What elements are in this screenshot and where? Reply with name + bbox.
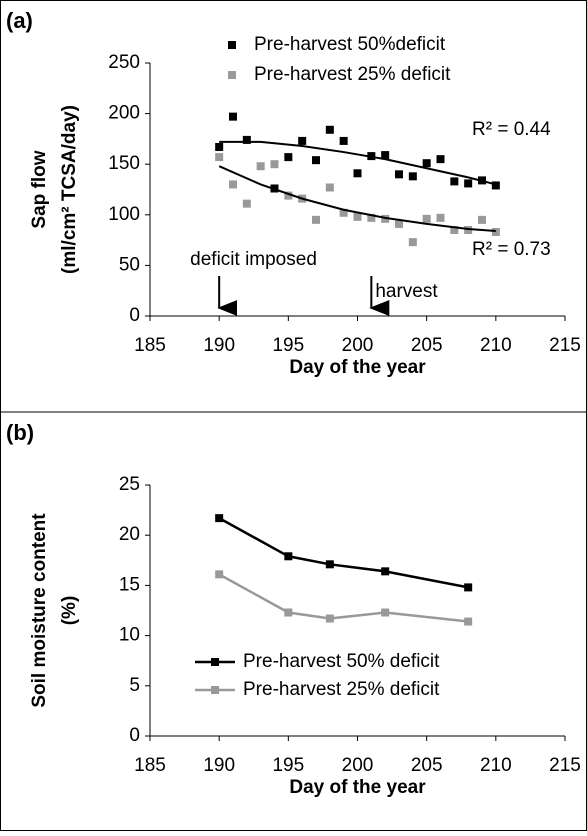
data-point: [353, 212, 362, 221]
trendline: [219, 140, 497, 186]
x-tick-label: 215: [549, 755, 581, 776]
y-tick-label: 0: [129, 725, 140, 746]
y-axis-title: Sap flow: [29, 150, 50, 228]
data-point: [284, 608, 293, 617]
data-point: [381, 214, 390, 223]
data-point: [215, 142, 224, 151]
data-point: [464, 179, 473, 188]
x-tick-label: 210: [480, 335, 512, 356]
x-tick-label: 190: [203, 335, 235, 356]
panel-label: (a): [6, 8, 33, 33]
data-point: [215, 514, 224, 523]
legend-label: Pre-harvest 25% deficit: [254, 64, 451, 85]
x-tick-label: 195: [272, 335, 304, 356]
data-point: [436, 155, 445, 164]
y-axis-title: (ml/cm² TCSA/day): [59, 105, 80, 274]
data-point: [325, 560, 334, 569]
data-point: [256, 162, 265, 171]
x-tick-label: 190: [203, 755, 235, 776]
data-point: [450, 225, 459, 234]
data-point: [215, 153, 224, 162]
annotation: deficit imposed: [190, 249, 317, 270]
data-point: [284, 191, 293, 200]
legend-label: Pre-harvest 25% deficit: [243, 679, 440, 700]
data-point: [339, 136, 348, 145]
data-point: [450, 177, 459, 186]
x-tick-label: 200: [342, 755, 374, 776]
legend-label: Pre-harvest 50%deficit: [254, 34, 446, 55]
data-point: [381, 608, 390, 617]
y-tick-label: 20: [119, 524, 140, 545]
x-tick-label: 200: [342, 335, 374, 356]
x-tick-label: 185: [134, 755, 166, 776]
annotation: harvest: [375, 281, 438, 302]
legend-marker: [211, 658, 219, 666]
x-axis-title: Day of the year: [289, 357, 426, 378]
data-point: [229, 180, 237, 189]
x-tick-label: 215: [549, 335, 581, 356]
panel-label: (b): [6, 420, 34, 445]
x-tick-label: 205: [411, 335, 443, 356]
data-point: [367, 213, 376, 222]
data-point: [395, 170, 403, 179]
legend-label: Pre-harvest 50% deficit: [243, 651, 440, 672]
x-axis-title: Day of the year: [289, 777, 426, 798]
data-point: [381, 151, 390, 160]
data-point: [325, 125, 334, 134]
data-point: [408, 238, 417, 247]
r-squared-label: R² = 0.44: [472, 119, 551, 140]
data-point: [491, 181, 500, 190]
legend-marker: [228, 41, 236, 49]
x-tick-label: 185: [134, 335, 166, 356]
data-point: [491, 228, 500, 237]
data-point: [325, 614, 334, 623]
y-tick-label: 25: [119, 474, 140, 495]
y-tick-label: 0: [129, 305, 140, 326]
data-point: [464, 225, 473, 234]
y-tick-label: 150: [108, 153, 140, 174]
x-tick-label: 195: [272, 755, 304, 776]
x-tick-label: 210: [480, 755, 512, 776]
data-point: [339, 208, 348, 217]
data-point: [242, 199, 251, 208]
data-point: [353, 169, 362, 178]
legend-marker: [211, 686, 219, 694]
data-point: [325, 183, 334, 192]
data-point: [229, 112, 237, 121]
r-squared-label: R² = 0.73: [472, 239, 551, 260]
y-axis-title: (%): [59, 596, 80, 626]
data-point: [422, 159, 431, 168]
y-tick-label: 5: [129, 675, 140, 696]
data-point: [312, 156, 320, 165]
y-tick-label: 250: [108, 52, 140, 73]
data-point: [215, 570, 224, 579]
x-tick-label: 205: [411, 755, 443, 776]
data-point: [242, 135, 251, 144]
data-point: [284, 552, 293, 561]
y-tick-label: 200: [108, 103, 140, 124]
data-point: [478, 215, 486, 224]
data-point: [436, 213, 445, 222]
data-point: [298, 136, 307, 145]
data-point: [381, 567, 390, 576]
data-point: [422, 214, 431, 223]
data-point: [464, 583, 473, 592]
legend-marker: [228, 71, 236, 79]
y-tick-label: 100: [108, 204, 140, 225]
y-axis-title: Soil moisture content: [29, 513, 50, 708]
data-point: [408, 172, 417, 181]
trendline: [218, 165, 496, 232]
data-point: [395, 219, 403, 228]
y-tick-label: 10: [119, 625, 140, 646]
data-point: [270, 160, 279, 169]
data-point: [464, 617, 473, 626]
y-tick-label: 50: [119, 254, 140, 275]
data-point: [284, 153, 293, 162]
data-point: [312, 215, 320, 224]
y-tick-label: 15: [119, 574, 140, 595]
